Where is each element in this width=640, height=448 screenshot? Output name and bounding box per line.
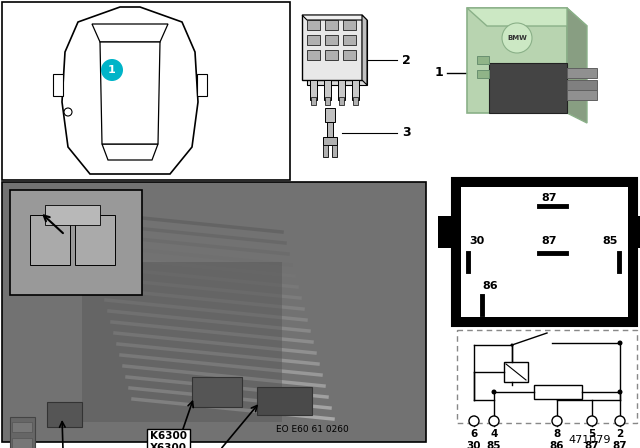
Bar [323, 137, 337, 145]
Bar [635, 216, 640, 248]
Bar [53, 74, 63, 96]
Bar [30, 215, 70, 265]
Bar [477, 70, 489, 78]
Bar [343, 50, 356, 60]
Text: 1: 1 [108, 65, 116, 75]
Text: 86: 86 [550, 441, 564, 448]
Circle shape [587, 416, 597, 426]
Bar [10, 190, 142, 295]
Bar [310, 80, 317, 100]
Bar [477, 56, 489, 64]
Text: 2: 2 [616, 429, 623, 439]
Circle shape [469, 416, 479, 426]
Polygon shape [302, 15, 367, 20]
Polygon shape [567, 8, 587, 123]
Text: 30: 30 [467, 441, 481, 448]
Bar [311, 97, 316, 105]
Bar [325, 108, 335, 122]
Bar [332, 145, 337, 157]
Polygon shape [467, 8, 587, 26]
Text: 85: 85 [487, 441, 501, 448]
Polygon shape [100, 42, 160, 144]
Bar [338, 80, 345, 100]
Bar [325, 50, 338, 60]
Bar [2, 182, 426, 442]
Polygon shape [92, 24, 168, 42]
Bar [461, 187, 628, 317]
Text: EO E60 61 0260: EO E60 61 0260 [276, 426, 348, 435]
Bar [324, 80, 331, 100]
Bar [504, 362, 528, 382]
Bar [353, 97, 358, 105]
Circle shape [492, 389, 497, 395]
Text: 471079: 471079 [569, 435, 611, 445]
Bar [325, 20, 338, 30]
Circle shape [615, 416, 625, 426]
Bar [82, 262, 282, 422]
Circle shape [502, 23, 532, 53]
Bar [343, 35, 356, 45]
Bar [452, 178, 637, 326]
Polygon shape [362, 15, 367, 85]
Text: 3: 3 [402, 126, 411, 139]
Text: 2: 2 [402, 53, 411, 66]
Text: 85: 85 [602, 236, 618, 246]
Text: 87: 87 [585, 441, 599, 448]
Text: 87: 87 [541, 193, 557, 203]
Polygon shape [102, 144, 158, 160]
Circle shape [618, 389, 623, 395]
Text: 87: 87 [612, 441, 627, 448]
Bar [192, 377, 242, 407]
Text: K6300
X6300: K6300 X6300 [150, 431, 187, 448]
Bar [257, 387, 312, 415]
Bar [325, 97, 330, 105]
Bar [534, 385, 582, 399]
Bar [489, 63, 567, 113]
Bar [567, 90, 597, 100]
Bar [339, 97, 344, 105]
Bar [467, 8, 567, 113]
Bar [307, 20, 367, 85]
Bar [47, 402, 82, 427]
Bar [302, 15, 362, 80]
Text: 30: 30 [469, 236, 484, 246]
Circle shape [64, 108, 72, 116]
Text: BMW: BMW [507, 35, 527, 41]
Bar [45, 205, 100, 225]
Text: 6: 6 [470, 429, 477, 439]
Circle shape [101, 59, 123, 81]
Bar [12, 422, 32, 432]
Text: 8: 8 [554, 429, 561, 439]
Circle shape [552, 416, 562, 426]
Circle shape [511, 344, 513, 346]
Bar [307, 50, 320, 60]
Bar [352, 80, 359, 100]
Bar [197, 74, 207, 96]
Polygon shape [62, 7, 198, 174]
Text: 87: 87 [541, 236, 557, 246]
Bar [457, 330, 637, 423]
Bar [2, 2, 290, 180]
Circle shape [618, 340, 623, 345]
Bar [327, 122, 333, 137]
Bar [438, 216, 454, 248]
Bar [567, 68, 597, 78]
Bar [307, 35, 320, 45]
Bar [325, 35, 338, 45]
Text: 4: 4 [490, 429, 498, 439]
Bar [12, 438, 32, 448]
Bar [343, 20, 356, 30]
Bar [567, 80, 597, 90]
Text: 5: 5 [588, 429, 596, 439]
Text: 86: 86 [482, 281, 498, 291]
Bar [307, 20, 320, 30]
Bar [323, 145, 328, 157]
Circle shape [489, 416, 499, 426]
Bar [10, 417, 35, 448]
Text: 1: 1 [435, 66, 444, 79]
Bar [75, 215, 115, 265]
